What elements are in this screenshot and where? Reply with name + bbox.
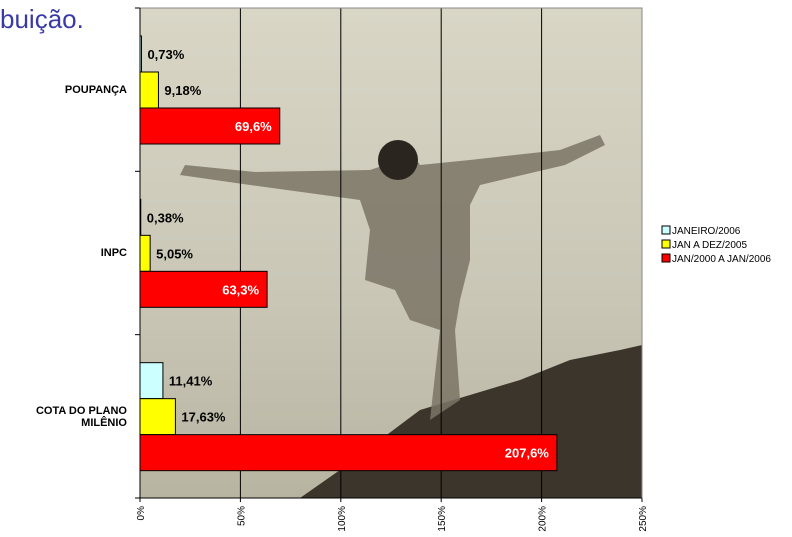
- value-label: 9,18%: [164, 83, 201, 98]
- x-tick-label: 200%: [538, 506, 549, 532]
- bar: [140, 199, 141, 235]
- page: buição. 0% 50% 100% 150% 200% 250% 0,73% 9,18% 6…: [0, 0, 792, 537]
- value-label: 63,3%: [222, 282, 259, 297]
- x-tick-label: 250%: [638, 506, 649, 532]
- y-tick-label: COTA DO PLANO MILÊNIO: [2, 405, 127, 429]
- legend-swatch: [662, 240, 670, 248]
- value-label: 0,38%: [147, 210, 184, 225]
- legend-swatch: [662, 254, 670, 262]
- value-label: 69,6%: [235, 119, 272, 134]
- x-tick-label: 150%: [437, 506, 448, 532]
- x-tick-label: 0%: [136, 506, 147, 521]
- x-tick-label: 100%: [337, 506, 348, 532]
- bar: [140, 399, 175, 435]
- bar: [140, 72, 158, 108]
- value-label: 0,73%: [147, 47, 184, 62]
- legend-label: JANEIRO/2006: [672, 226, 741, 237]
- chart: buição. 0% 50% 100% 150% 200% 250% 0,73% 9,18% 6…: [0, 0, 792, 537]
- bar: [140, 36, 141, 72]
- bar: [140, 363, 163, 399]
- value-label: 207,6%: [505, 446, 550, 461]
- value-label: 11,41%: [169, 374, 213, 389]
- value-label: 17,63%: [181, 410, 226, 425]
- legend-swatch: [662, 226, 670, 234]
- value-label: 5,05%: [156, 246, 193, 261]
- bar: [140, 235, 150, 271]
- legend-label: JAN/2000 A JAN/2006: [672, 254, 771, 265]
- y-tick-label: POUPANÇA: [2, 84, 127, 96]
- chart-title: buição.: [0, 4, 84, 34]
- legend-label: JAN A DEZ/2005: [672, 240, 747, 251]
- x-tick-label: 50%: [236, 506, 247, 526]
- bar: [140, 435, 557, 471]
- y-tick-label: INPC: [2, 247, 127, 259]
